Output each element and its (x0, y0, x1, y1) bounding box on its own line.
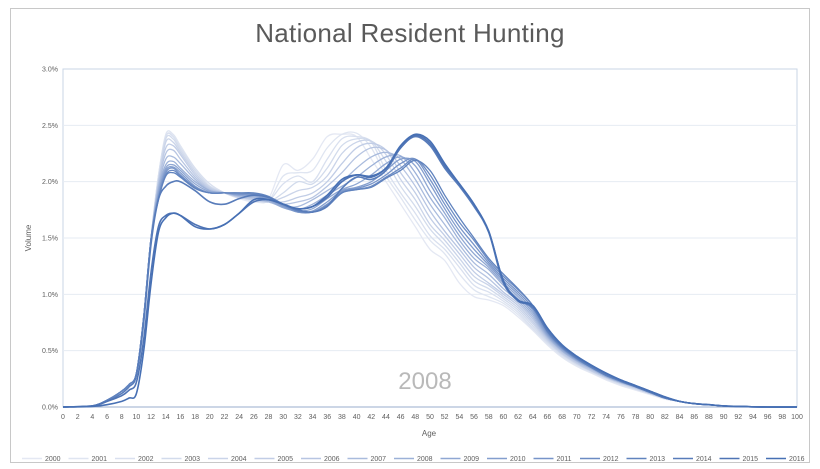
legend-label-2001: 2001 (92, 456, 108, 463)
x-axis-label: Age (422, 429, 437, 438)
series-line-2003 (62, 134, 798, 408)
x-tick-label: 82 (661, 414, 669, 421)
x-tick-label: 94 (749, 414, 757, 421)
x-tick-label: 48 (411, 414, 419, 421)
y-tick-label: 0.0% (42, 405, 58, 412)
x-tick-label: 22 (221, 414, 229, 421)
year-annotation: 2008 (398, 368, 451, 395)
x-tick-label: 6 (105, 414, 109, 421)
x-tick-label: 50 (426, 414, 434, 421)
legend-label-2003: 2003 (185, 456, 201, 463)
y-tick-label: 1.0% (42, 292, 58, 299)
x-tick-label: 100 (791, 414, 803, 421)
legend-label-2014: 2014 (696, 456, 712, 463)
x-tick-label: 32 (294, 414, 302, 421)
x-tick-label: 0 (61, 414, 65, 421)
x-tick-label: 66 (544, 414, 552, 421)
x-tick-label: 60 (500, 414, 508, 421)
x-tick-label: 30 (279, 414, 287, 421)
gridlines (62, 68, 798, 408)
x-tick-label: 68 (558, 414, 566, 421)
x-tick-label: 56 (470, 414, 478, 421)
x-tick-label: 98 (778, 414, 786, 421)
x-tick-label: 34 (309, 414, 317, 421)
x-tick-label: 92 (734, 414, 742, 421)
legend-label-2012: 2012 (603, 456, 619, 463)
x-tick-label: 42 (367, 414, 375, 421)
chart-frame (10, 8, 810, 463)
y-tick-label: 0.5% (42, 348, 58, 355)
series-lines (62, 130, 798, 408)
x-tick-label: 16 (177, 414, 185, 421)
legend-label-2016: 2016 (789, 456, 805, 463)
x-tick-label: 44 (382, 414, 390, 421)
x-tick-label: 54 (455, 414, 463, 421)
x-tick-label: 58 (485, 414, 493, 421)
x-tick-label: 72 (588, 414, 596, 421)
x-tick-label: 10 (133, 414, 141, 421)
series-line-2016 (62, 133, 798, 408)
x-tick-label: 20 (206, 414, 214, 421)
x-tick-label: 4 (90, 414, 94, 421)
series-line-2014 (62, 135, 798, 408)
x-tick-label: 84 (676, 414, 684, 421)
x-axis-ticks: 0 2 4 6 8 10 12 14 16 18 20 22 24 26 28 30 32 34 36 38 40 42 4… (61, 414, 803, 421)
x-tick-label: 26 (250, 414, 258, 421)
y-tick-label: 3.0% (42, 67, 58, 74)
series-line-2015 (62, 134, 798, 408)
x-tick-label: 76 (617, 414, 625, 421)
x-tick-label: 78 (632, 414, 640, 421)
x-tick-label: 96 (764, 414, 772, 421)
x-tick-label: 86 (690, 414, 698, 421)
y-axis-label: Volume (24, 224, 33, 251)
x-tick-label: 88 (705, 414, 713, 421)
legend-label-2013: 2013 (650, 456, 666, 463)
x-tick-label: 12 (147, 414, 155, 421)
x-tick-label: 80 (646, 414, 654, 421)
x-tick-label: 8 (120, 414, 124, 421)
y-axis-ticks: 0.0% 0.5% 1.0% 1.5% 2.0% 2.5% 3.0% (42, 67, 58, 412)
y-tick-label: 2.5% (42, 123, 58, 130)
x-tick-label: 70 (573, 414, 581, 421)
x-tick-label: 74 (602, 414, 610, 421)
x-tick-label: 64 (529, 414, 537, 421)
y-tick-label: 1.5% (42, 236, 58, 243)
x-tick-label: 62 (514, 414, 522, 421)
y-tick-label: 2.0% (42, 179, 58, 186)
legend-label-2010: 2010 (510, 456, 526, 463)
x-tick-label: 28 (265, 414, 273, 421)
x-tick-label: 2 (76, 414, 80, 421)
legend-label-2002: 2002 (138, 456, 154, 463)
legend: 2000 2001 2002 2003 2004 2005 2006 2007 2008 2009… (22, 456, 805, 463)
chart-title: National Resident Hunting (255, 18, 565, 48)
x-tick-label: 52 (441, 414, 449, 421)
x-tick-label: 18 (191, 414, 199, 421)
legend-label-2007: 2007 (371, 456, 387, 463)
x-tick-label: 24 (235, 414, 243, 421)
legend-label-2015: 2015 (743, 456, 759, 463)
x-tick-label: 90 (720, 414, 728, 421)
x-tick-label: 38 (338, 414, 346, 421)
legend-label-2005: 2005 (278, 456, 294, 463)
legend-label-2009: 2009 (464, 456, 480, 463)
legend-label-2008: 2008 (417, 456, 433, 463)
x-tick-label: 40 (353, 414, 361, 421)
x-tick-label: 46 (397, 414, 405, 421)
legend-label-2000: 2000 (45, 456, 61, 463)
legend-label-2011: 2011 (557, 456, 572, 463)
legend-label-2006: 2006 (324, 456, 340, 463)
series-line-2006 (62, 146, 798, 408)
legend-label-2004: 2004 (231, 456, 247, 463)
x-tick-label: 14 (162, 414, 170, 421)
x-tick-label: 36 (323, 414, 331, 421)
